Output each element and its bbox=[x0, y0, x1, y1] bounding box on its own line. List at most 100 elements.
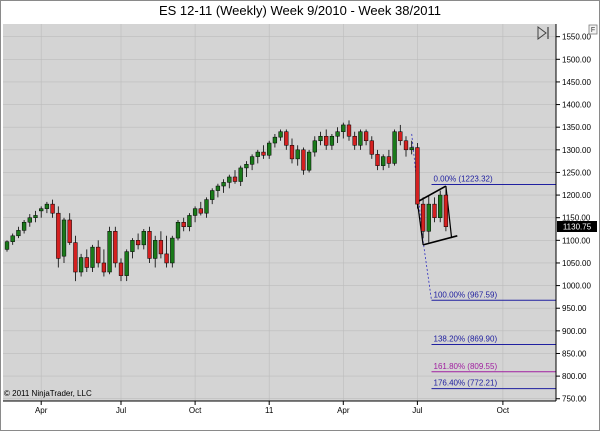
candle-body bbox=[295, 149, 300, 160]
fib-level-label: 176.40% (772.21) bbox=[434, 379, 498, 388]
candle-body bbox=[192, 208, 198, 216]
y-tick-label: 1100.00 bbox=[562, 236, 591, 245]
candle-body bbox=[381, 156, 386, 166]
candle-body bbox=[403, 140, 409, 151]
x-axis: Apr Jul Oct 11 Apr Jul Oct bbox=[3, 400, 556, 415]
y-tick-label: 1300.00 bbox=[562, 146, 591, 155]
candle-body bbox=[272, 136, 278, 144]
grid-lines bbox=[3, 24, 556, 401]
candle-body bbox=[438, 194, 443, 218]
y-tick-label: 1000.00 bbox=[562, 282, 591, 291]
candle-body bbox=[107, 231, 112, 273]
candle-body bbox=[21, 221, 27, 231]
fib-level-label: 100.00% (967.59) bbox=[434, 290, 498, 299]
candle-body bbox=[221, 182, 226, 187]
y-tick-label: 1550.00 bbox=[562, 33, 591, 42]
candle-body bbox=[232, 176, 238, 182]
candle-body bbox=[415, 147, 420, 205]
candle-body bbox=[33, 215, 38, 218]
fib-anchor-line bbox=[422, 241, 432, 301]
candle-body bbox=[170, 237, 175, 264]
candle-body bbox=[153, 240, 158, 259]
y-tick-label: 800.00 bbox=[562, 372, 587, 381]
x-tick-label: Oct bbox=[497, 406, 510, 415]
y-tick-label: 1150.00 bbox=[562, 214, 591, 223]
play-to-end-icon[interactable] bbox=[537, 26, 549, 40]
candle-body bbox=[44, 203, 50, 209]
candle-body bbox=[420, 203, 426, 232]
candle-body bbox=[10, 235, 15, 242]
candle-body bbox=[318, 135, 323, 142]
candle-body bbox=[67, 219, 72, 243]
candle-body bbox=[358, 131, 363, 146]
candle-body bbox=[261, 151, 266, 156]
candle-body bbox=[78, 257, 84, 273]
candle-body bbox=[301, 149, 306, 171]
candle-body bbox=[289, 145, 295, 160]
candle-body bbox=[56, 212, 61, 259]
candle-body bbox=[27, 217, 32, 223]
candle-body bbox=[392, 131, 397, 164]
x-tick-label: 11 bbox=[265, 406, 274, 415]
candle-body bbox=[255, 151, 260, 157]
candle-body bbox=[198, 208, 203, 214]
candle-body bbox=[101, 262, 107, 273]
candle-body bbox=[346, 124, 352, 137]
candle-body bbox=[267, 142, 272, 156]
y-tick-label: 1450.00 bbox=[562, 78, 591, 87]
fib-level-label: 161.80% (809.55) bbox=[434, 362, 498, 371]
channel-side-line bbox=[445, 185, 453, 239]
candle-body bbox=[278, 131, 283, 138]
channel-side-line bbox=[416, 201, 424, 245]
candle-body bbox=[443, 194, 449, 228]
plot-area bbox=[3, 24, 556, 401]
candle-body bbox=[164, 253, 169, 264]
candle-body bbox=[426, 203, 431, 232]
candle-body bbox=[324, 135, 329, 146]
candle-body bbox=[50, 203, 55, 214]
candle-body bbox=[398, 131, 403, 142]
candle-body bbox=[130, 240, 135, 252]
x-tick-label: Oct bbox=[189, 406, 202, 415]
candle-body bbox=[141, 231, 146, 246]
candle-body bbox=[249, 156, 255, 165]
candle-body bbox=[352, 135, 357, 146]
candle-body bbox=[118, 262, 124, 276]
last-price-label: 1130.75 bbox=[563, 223, 592, 232]
candle-body bbox=[84, 257, 89, 268]
y-tick-label: 1400.00 bbox=[562, 101, 591, 110]
candle-body bbox=[386, 156, 392, 164]
x-tick-label: Jul bbox=[116, 406, 126, 415]
y-tick-label: 1500.00 bbox=[562, 55, 591, 64]
candle-body bbox=[135, 240, 141, 246]
candle-body bbox=[284, 131, 289, 146]
x-tick-label: Jul bbox=[412, 406, 422, 415]
candle-body bbox=[39, 208, 44, 212]
x-tick-label: Apr bbox=[35, 406, 48, 415]
candle-body bbox=[329, 135, 335, 146]
y-tick-label: 950.00 bbox=[562, 304, 587, 313]
y-tick-label: 1200.00 bbox=[562, 191, 591, 200]
candle-body bbox=[96, 246, 101, 264]
candle-body bbox=[204, 199, 209, 214]
candle-body bbox=[124, 251, 129, 276]
panel-f-icon[interactable]: F bbox=[588, 24, 598, 35]
candle-body bbox=[181, 221, 186, 228]
candle-body bbox=[312, 140, 317, 153]
y-axis: 750.00 800.00 850.00 900.00 950.00 1000.00 105… bbox=[555, 24, 591, 404]
candle-body bbox=[73, 242, 78, 273]
y-tick-label: 1350.00 bbox=[562, 123, 591, 132]
candle-body bbox=[227, 176, 232, 183]
candle-body bbox=[4, 241, 10, 250]
candle-body bbox=[238, 167, 243, 182]
copyright-label: © 2011 NinjaTrader, LLC bbox=[4, 389, 92, 398]
x-tick-label: Apr bbox=[337, 406, 350, 415]
candle-body bbox=[175, 221, 181, 239]
candles bbox=[4, 120, 449, 282]
candle-body bbox=[244, 164, 249, 169]
last-price-box bbox=[557, 221, 597, 232]
candle-body bbox=[113, 231, 118, 264]
chart-title: ES 12-11 (Weekly) Week 9/2010 - Week 38/… bbox=[159, 3, 441, 18]
candle-body bbox=[369, 140, 374, 155]
